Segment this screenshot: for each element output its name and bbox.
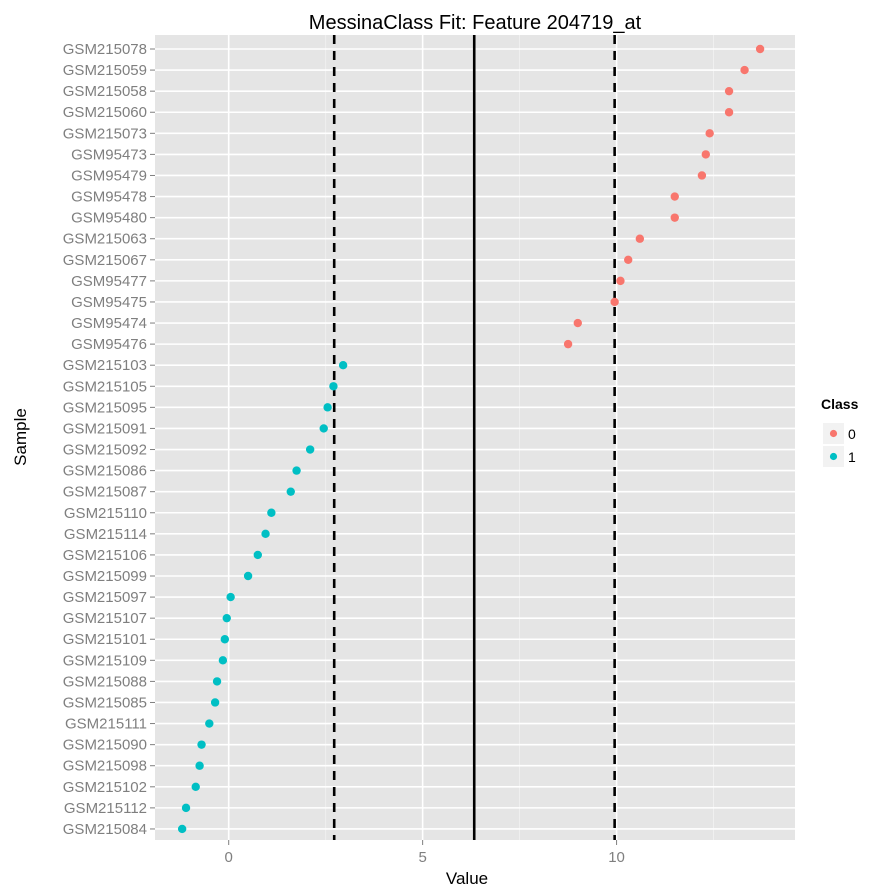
data-point-GSM215058	[724, 86, 734, 96]
y-tick-label: GSM215111	[65, 716, 147, 733]
y-tick-label: GSM215060	[63, 104, 147, 121]
data-point-GSM215097	[226, 592, 235, 602]
y-tick-label: GSM95478	[71, 189, 147, 206]
y-tick-label: GSM95475	[71, 294, 147, 311]
data-point-GSM95480	[670, 213, 679, 222]
data-point-GSM95477	[616, 276, 625, 286]
data-point-GSM215067	[624, 255, 633, 264]
y-tick-label: GSM215087	[63, 484, 147, 501]
data-point-GSM215086	[292, 466, 301, 475]
x-tick-label: 0	[225, 849, 233, 866]
y-tick-label: GSM215097	[63, 589, 147, 606]
y-tick-label: GSM215084	[63, 821, 147, 838]
y-tick-label: GSM215110	[64, 505, 147, 522]
y-tick-label: GSM95477	[71, 273, 147, 290]
data-point-GSM215092	[305, 445, 315, 454]
x-tick-label: 5	[418, 849, 426, 866]
data-point-GSM215107	[222, 613, 231, 623]
data-point-GSM215101	[220, 635, 230, 644]
legend-label-0: 0	[848, 426, 856, 442]
data-point-GSM95475	[610, 297, 619, 307]
data-point-GSM95473	[701, 150, 710, 159]
y-tick-label: GSM215102	[63, 779, 147, 796]
data-point-GSM215103	[338, 361, 348, 370]
y-tick-label: GSM215086	[63, 463, 147, 480]
y-tick-label: GSM215067	[63, 252, 147, 269]
data-point-GSM215073	[705, 129, 714, 138]
y-tick-label: GSM215099	[63, 568, 147, 585]
y-tick-label: GSM215103	[63, 357, 147, 374]
y-tick-labels: GSM215078 GSM215059 GSM215058 GSM215060 GSM2…	[63, 41, 155, 838]
data-point-GSM215110	[267, 508, 276, 517]
y-tick-label: GSM215090	[63, 737, 147, 754]
y-tick-label: GSM215058	[63, 83, 147, 100]
y-tick-label: GSM215101	[63, 631, 147, 648]
data-point-GSM95479	[697, 171, 707, 180]
data-point-GSM215059	[740, 65, 749, 75]
data-point-GSM215095	[323, 403, 332, 412]
y-tick-label: GSM215073	[63, 125, 147, 142]
y-tick-label: GSM215059	[63, 62, 147, 79]
y-tick-label: GSM215107	[63, 610, 147, 627]
y-tick-label: GSM215112	[64, 800, 147, 817]
legend-title: Class	[821, 396, 859, 412]
y-tick-label: GSM95479	[71, 167, 147, 184]
y-tick-label: GSM215088	[63, 673, 147, 690]
legend: Class 0 1	[821, 396, 859, 467]
data-point-GSM215063	[635, 234, 645, 243]
data-point-GSM215090	[197, 740, 206, 749]
data-points	[177, 44, 765, 834]
data-point-GSM215105	[329, 382, 338, 391]
data-point-GSM95474	[573, 318, 582, 328]
y-tick-label: GSM215085	[63, 694, 147, 711]
y-tick-label: GSM215078	[63, 41, 147, 58]
x-tick-label: 10	[608, 849, 625, 866]
legend-swatch-1	[829, 452, 838, 461]
data-point-GSM215085	[210, 698, 220, 707]
y-tick-label: GSM215105	[63, 378, 147, 395]
data-point-GSM215078	[755, 44, 765, 54]
data-point-GSM215060	[724, 108, 734, 117]
data-point-GSM215088	[212, 677, 222, 686]
legend-swatch-0	[829, 429, 838, 438]
data-point-GSM215111	[205, 719, 214, 728]
data-point-GSM95478	[670, 192, 679, 201]
data-point-GSM215114	[261, 529, 270, 539]
y-tick-label: GSM215063	[63, 231, 147, 248]
y-tick-label: GSM215114	[64, 526, 147, 543]
y-tick-label: GSM215092	[63, 442, 147, 459]
y-tick-label: GSM215098	[63, 758, 147, 775]
chart-title: MessinaClass Fit: Feature 204719_at	[309, 12, 642, 34]
data-point-GSM215112	[181, 803, 191, 813]
data-point-GSM215109	[218, 656, 228, 665]
y-axis-title: Sample	[11, 408, 30, 466]
data-point-GSM215084	[177, 824, 187, 834]
data-point-GSM215087	[286, 487, 295, 496]
data-point-GSM215098	[195, 761, 204, 770]
x-tick-labels: 0 5 10	[225, 840, 625, 866]
y-tick-label: GSM215106	[63, 547, 147, 564]
y-tick-label: GSM95473	[71, 146, 147, 163]
y-tick-label: GSM215091	[63, 420, 147, 437]
data-point-GSM215106	[253, 550, 262, 560]
data-point-GSM215102	[191, 782, 200, 791]
y-tick-label: GSM215095	[63, 399, 147, 416]
x-axis-title: Value	[446, 869, 488, 888]
y-tick-label: GSM95480	[71, 210, 147, 227]
y-tick-label: GSM215109	[63, 652, 147, 669]
data-point-GSM215091	[319, 424, 328, 433]
data-point-GSM95476	[563, 339, 573, 349]
threshold-lines	[332, 35, 616, 840]
data-point-GSM215099	[243, 571, 253, 581]
y-tick-label: GSM95476	[71, 336, 147, 353]
y-tick-label: GSM95474	[71, 315, 147, 332]
legend-label-1: 1	[848, 449, 856, 465]
